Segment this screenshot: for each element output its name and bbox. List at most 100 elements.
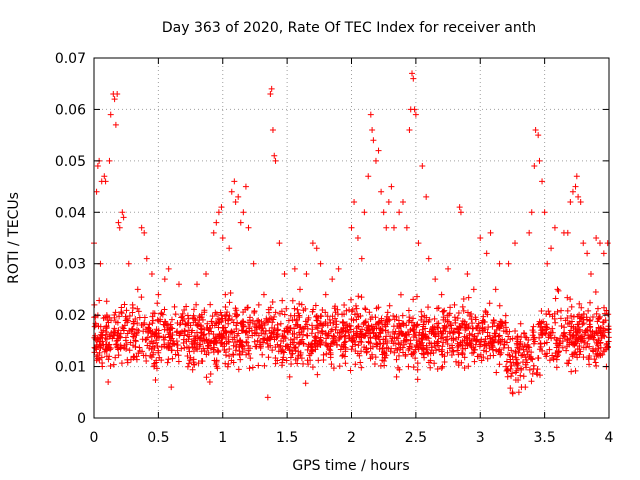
axis-ticks: 0 0.5 1 1.5 2 2.5 3 3.5 4 0 0.01 0.02 0.03 0.04 0.05 0.… bbox=[55, 51, 614, 446]
data-point bbox=[255, 301, 262, 308]
data-point bbox=[350, 328, 357, 335]
data-point bbox=[526, 366, 533, 373]
data-point bbox=[382, 336, 389, 343]
data-point bbox=[260, 339, 267, 346]
data-point bbox=[424, 349, 431, 356]
data-point bbox=[423, 344, 430, 351]
data-point bbox=[568, 313, 575, 320]
x-tick-label: 0.5 bbox=[147, 430, 169, 446]
data-point bbox=[113, 337, 120, 344]
data-point bbox=[520, 330, 527, 337]
data-point bbox=[294, 322, 301, 329]
data-point bbox=[366, 330, 373, 337]
data-point bbox=[587, 299, 594, 306]
data-point bbox=[469, 320, 476, 327]
data-point bbox=[329, 276, 336, 283]
data-point bbox=[268, 85, 275, 92]
data-point bbox=[342, 338, 349, 345]
data-point bbox=[468, 310, 475, 317]
data-point bbox=[517, 372, 524, 379]
data-point bbox=[317, 260, 324, 267]
data-point bbox=[474, 353, 481, 360]
data-point bbox=[375, 304, 382, 311]
data-point bbox=[538, 307, 545, 314]
data-point bbox=[128, 328, 135, 335]
data-point bbox=[588, 331, 595, 338]
data-point bbox=[291, 265, 298, 272]
data-point bbox=[148, 271, 155, 277]
data-point bbox=[539, 332, 546, 339]
data-point bbox=[198, 326, 205, 333]
data-point bbox=[503, 358, 510, 365]
data-point bbox=[447, 304, 454, 311]
data-point bbox=[326, 346, 333, 353]
data-point bbox=[272, 157, 279, 164]
data-point bbox=[143, 358, 150, 365]
data-point bbox=[207, 371, 214, 378]
data-point bbox=[246, 314, 253, 321]
data-point bbox=[256, 339, 263, 346]
data-point bbox=[334, 341, 341, 348]
data-point bbox=[235, 366, 242, 373]
data-point bbox=[183, 338, 190, 345]
data-point bbox=[549, 325, 556, 332]
data-point bbox=[122, 337, 129, 344]
data-point bbox=[164, 359, 171, 366]
data-point bbox=[184, 363, 191, 370]
data-point bbox=[545, 308, 552, 315]
data-point bbox=[222, 291, 229, 298]
data-point bbox=[410, 315, 417, 322]
data-point bbox=[91, 323, 98, 330]
data-point bbox=[366, 309, 373, 316]
data-point bbox=[362, 305, 369, 312]
data-point bbox=[334, 311, 341, 318]
data-point bbox=[439, 363, 446, 370]
data-point bbox=[246, 365, 253, 372]
data-point bbox=[557, 335, 564, 342]
data-point bbox=[400, 349, 407, 356]
data-point bbox=[497, 351, 504, 358]
data-point bbox=[504, 328, 511, 335]
data-point bbox=[408, 319, 415, 326]
data-point bbox=[192, 335, 199, 342]
data-point bbox=[114, 344, 121, 351]
data-point bbox=[413, 322, 420, 329]
data-point bbox=[464, 309, 471, 316]
data-point bbox=[421, 312, 428, 319]
data-point bbox=[530, 365, 537, 372]
data-point bbox=[279, 297, 286, 304]
data-point bbox=[459, 338, 466, 345]
data-point bbox=[509, 353, 516, 360]
data-point bbox=[279, 356, 286, 363]
data-point bbox=[440, 324, 447, 331]
data-point bbox=[383, 352, 390, 359]
data-point bbox=[466, 330, 473, 337]
data-point bbox=[379, 351, 386, 358]
data-point bbox=[415, 332, 422, 339]
data-point bbox=[492, 286, 499, 293]
data-point bbox=[264, 340, 271, 347]
data-point bbox=[591, 356, 598, 363]
data-point bbox=[509, 389, 516, 396]
data-point bbox=[271, 313, 278, 320]
data-point bbox=[392, 345, 399, 352]
data-point bbox=[435, 338, 442, 345]
data-point bbox=[261, 362, 268, 369]
data-point bbox=[119, 209, 126, 216]
data-point bbox=[417, 342, 424, 349]
data-point bbox=[563, 347, 570, 354]
data-point bbox=[312, 346, 319, 353]
data-point bbox=[118, 310, 125, 317]
data-point bbox=[294, 360, 301, 367]
data-point bbox=[214, 347, 221, 354]
data-point bbox=[358, 348, 365, 355]
data-point bbox=[230, 342, 237, 349]
data-point bbox=[338, 343, 345, 350]
data-point bbox=[451, 314, 458, 321]
data-point bbox=[178, 314, 185, 321]
data-point bbox=[559, 344, 566, 351]
data-point bbox=[596, 240, 603, 247]
data-point bbox=[571, 340, 578, 347]
data-point bbox=[530, 323, 537, 330]
data-point bbox=[176, 332, 183, 339]
